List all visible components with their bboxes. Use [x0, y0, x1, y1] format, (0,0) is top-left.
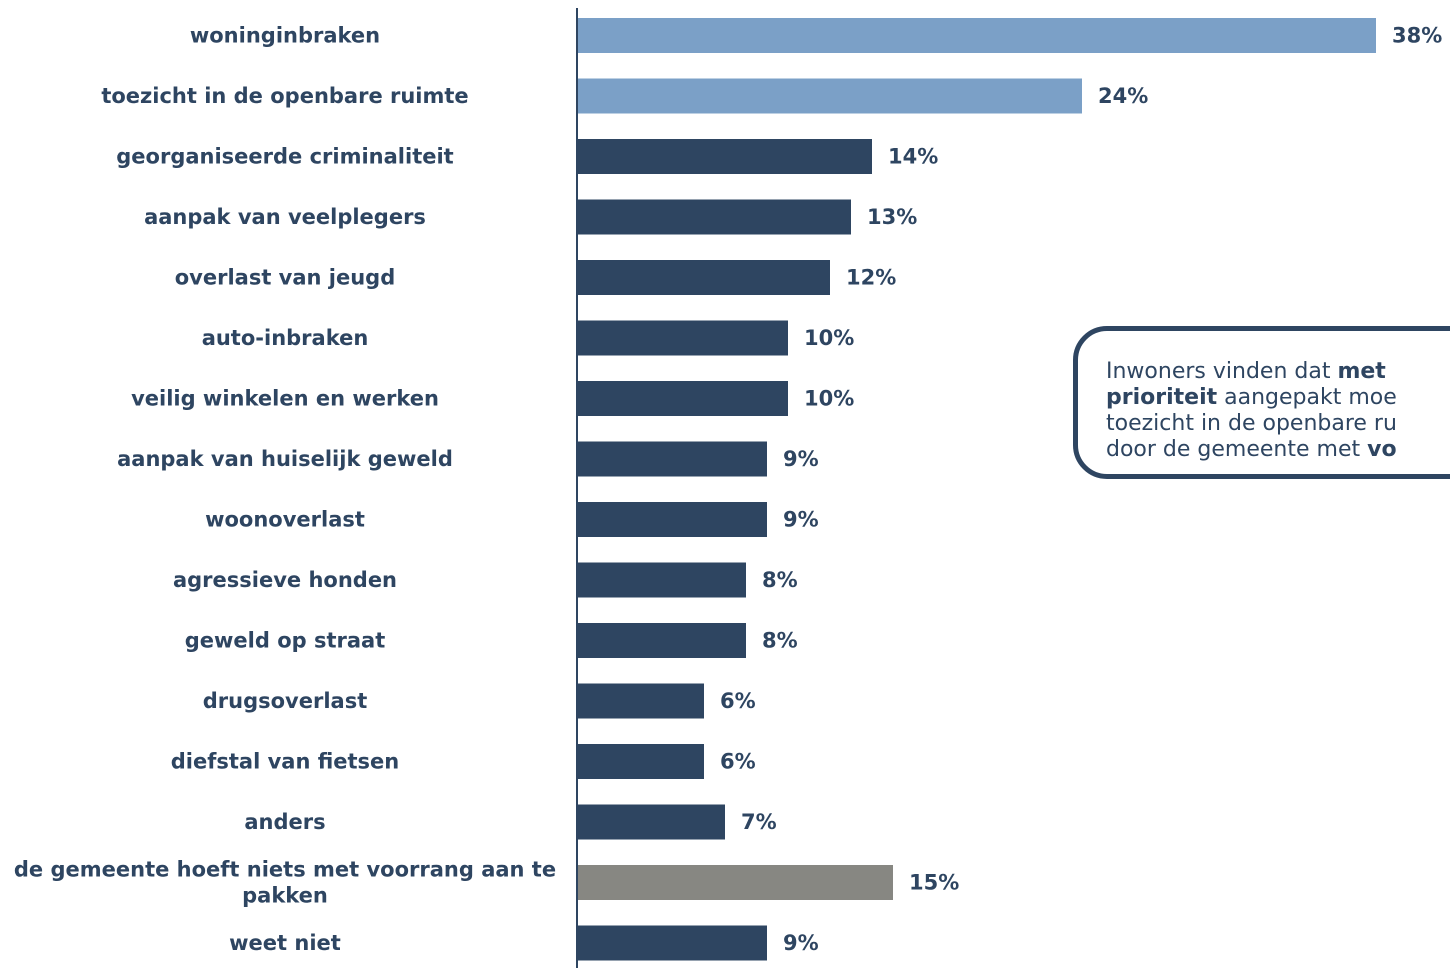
category-label: overlast van jeugd: [175, 266, 396, 290]
value-label: 24%: [1098, 84, 1148, 108]
bar: [578, 139, 872, 174]
callout-bold-text: met: [1337, 359, 1386, 384]
bar: [578, 804, 725, 840]
value-label: 9%: [783, 447, 819, 471]
category-label: weet niet: [229, 931, 341, 955]
category-label: toezicht in de openbare ruimte: [101, 84, 468, 108]
value-label: 38%: [1392, 24, 1442, 48]
value-label: 9%: [783, 508, 819, 532]
bars-group: 38% woninginbraken 24% toezicht in de openb…: [14, 18, 1442, 961]
bar: [578, 744, 704, 779]
value-label: 6%: [720, 750, 756, 774]
category-label: woonoverlast: [205, 508, 365, 532]
value-label: 7%: [741, 810, 777, 834]
callout-bold-text: vo: [1367, 437, 1397, 462]
bar: [578, 320, 788, 356]
category-label: de gemeente hoeft niets met voorrang aan…: [14, 858, 556, 908]
bar: [578, 260, 830, 295]
bar: [578, 683, 704, 719]
callout-text-part: door de gemeente met: [1106, 437, 1368, 462]
bar: [578, 623, 746, 658]
value-label: 9%: [783, 931, 819, 955]
value-label: 12%: [846, 266, 896, 290]
category-label: anders: [244, 810, 325, 834]
category-label: geweld op straat: [185, 629, 386, 653]
bar: [578, 925, 767, 961]
value-label: 15%: [909, 871, 959, 895]
category-label: agressieve honden: [173, 568, 397, 592]
category-label: drugsoverlast: [203, 689, 368, 713]
category-label: georganiseerde criminaliteit: [116, 145, 453, 169]
bar: [578, 502, 767, 537]
callout-text-part: toezicht in de openbare ru: [1106, 411, 1397, 436]
category-label: diefstal van fietsen: [171, 750, 400, 774]
bar: [578, 381, 788, 416]
value-label: 10%: [804, 387, 854, 411]
bar: [578, 562, 746, 598]
value-label: 8%: [762, 629, 798, 653]
category-label: veilig winkelen en werken: [131, 387, 439, 411]
value-label: 6%: [720, 689, 756, 713]
category-label: aanpak van huiselijk geweld: [117, 447, 453, 471]
callout-text: Inwoners vinden dat met prioriteit aangep…: [1106, 359, 1397, 462]
value-label: 10%: [804, 326, 854, 350]
bar: [578, 18, 1376, 53]
value-label: 14%: [888, 145, 938, 169]
callout-text-part: Inwoners vinden dat: [1106, 359, 1338, 384]
callout-box: Inwoners vinden dat met prioriteit aangep…: [1073, 326, 1450, 479]
bar: [578, 199, 851, 235]
value-label: 13%: [867, 205, 917, 229]
bar: [578, 441, 767, 477]
category-label: woninginbraken: [190, 24, 380, 48]
category-label: aanpak van veelplegers: [144, 205, 426, 229]
bar: [578, 865, 893, 900]
callout-bold-text: prioriteit: [1106, 385, 1218, 410]
callout-text-part: aangepakt moe: [1217, 385, 1397, 410]
bar: [578, 78, 1082, 114]
value-label: 8%: [762, 568, 798, 592]
category-label: auto-inbraken: [202, 326, 369, 350]
